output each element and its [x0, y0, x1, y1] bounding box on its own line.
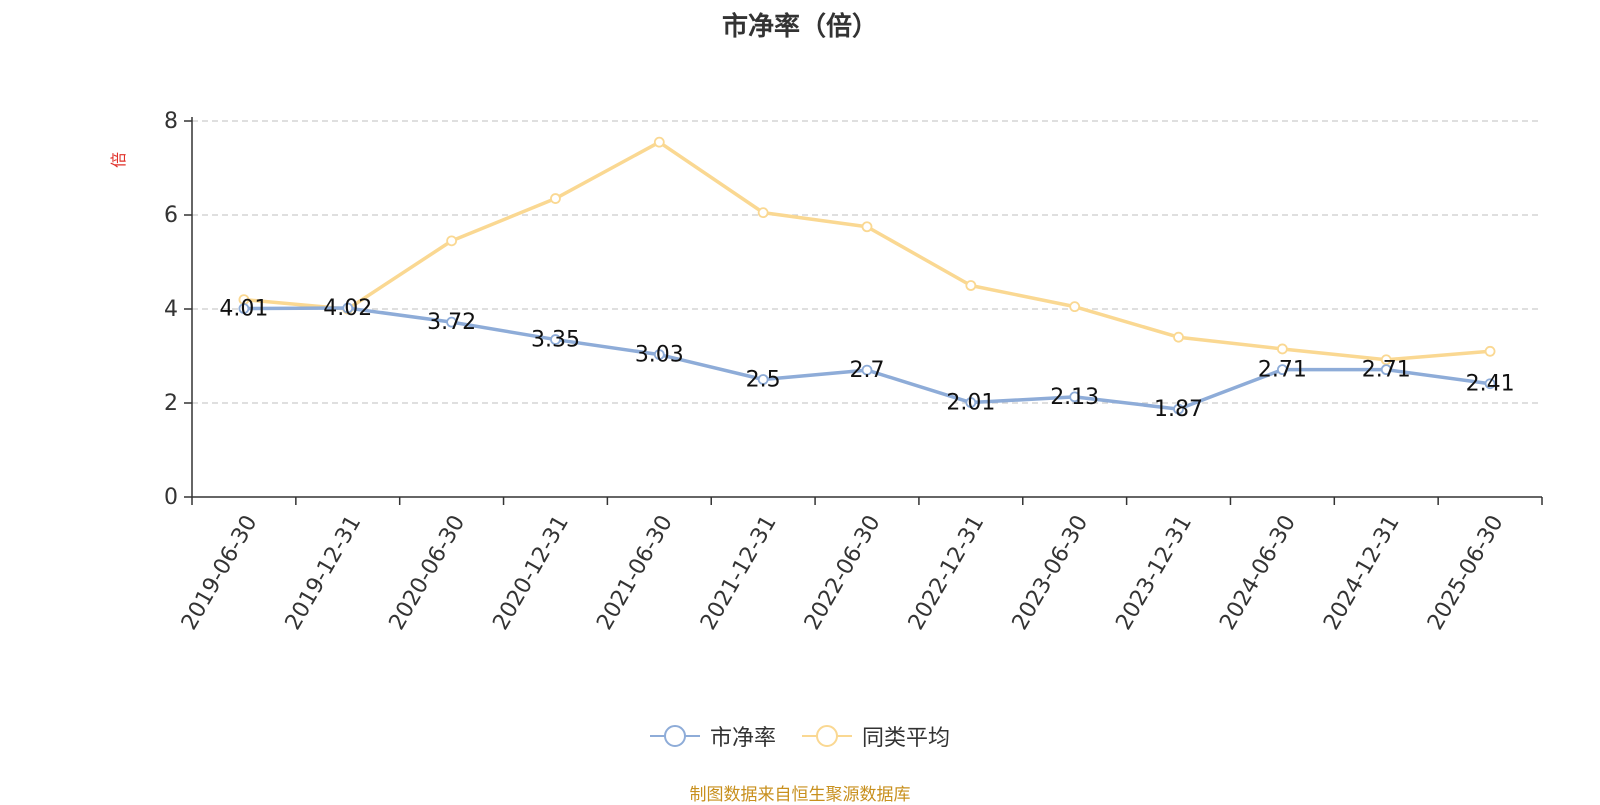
legend-label-peer-average: 同类平均	[862, 726, 951, 751]
data-point-1	[446, 235, 458, 247]
data-label: 3.03	[635, 343, 684, 368]
x-tick-label: 2025-06-30	[1423, 511, 1509, 634]
x-tick-label: 2024-06-30	[1215, 511, 1301, 634]
x-tick-label: 2020-12-31	[488, 511, 574, 634]
x-tick-label: 2022-12-31	[904, 511, 990, 634]
x-tick-label: 2021-06-30	[592, 511, 678, 634]
data-label: 2.71	[1362, 358, 1411, 383]
x-tick-label: 2019-06-30	[177, 511, 263, 634]
data-point-0	[1173, 403, 1184, 415]
data-label: 2.71	[1258, 358, 1307, 383]
data-label: 2.5	[746, 368, 781, 393]
data-label: 3.72	[427, 310, 476, 335]
data-point-1	[1276, 343, 1288, 355]
data-point-1	[861, 221, 873, 233]
data-point-0	[446, 316, 458, 328]
data-label: 4.01	[219, 297, 268, 322]
line-chart: 0 2 4 6 8 倍 2019-06-30 2019-12-31 2020-06-30 2020…	[109, 109, 1543, 634]
y-tick-label: 0	[164, 485, 178, 510]
data-point-0	[1276, 364, 1288, 376]
y-axis-label: 倍	[109, 152, 128, 168]
legend-item-peer-average[interactable]: 同类平均	[802, 720, 950, 752]
chart-title: 市净率（倍）	[721, 12, 878, 42]
data-point-0	[550, 334, 561, 345]
y-tick-label: 2	[164, 391, 178, 416]
data-label: 2.7	[850, 358, 885, 383]
legend-label-pb: 市净率	[709, 726, 776, 751]
data-label: 2.13	[1050, 385, 1099, 410]
data-point-1	[653, 136, 665, 148]
legend-line-circle-icon	[649, 725, 700, 747]
y-tick-label: 6	[164, 203, 178, 228]
x-tick-label: 2023-12-31	[1111, 511, 1197, 634]
data-point-1	[1484, 345, 1496, 357]
data-point-1	[757, 207, 769, 219]
x-tick-label: 2020-06-30	[385, 511, 471, 634]
legend-item-pb[interactable]: 市净率	[649, 720, 776, 752]
data-label: 2.01	[946, 391, 995, 416]
data-point-0	[238, 303, 250, 314]
x-tick-label: 2022-06-30	[800, 511, 886, 634]
data-point-1	[965, 280, 977, 291]
data-point-1	[550, 193, 561, 204]
x-tick-label: 2021-12-31	[696, 511, 782, 634]
legend-line-circle-icon	[802, 725, 852, 747]
data-point-0	[342, 302, 354, 314]
data-point-0	[1484, 378, 1496, 390]
y-tick-label: 4	[164, 297, 178, 322]
data-label: 1.87	[1154, 397, 1203, 422]
data-label: 3.35	[531, 328, 580, 353]
data-point-1	[1173, 331, 1184, 343]
data-point-0	[1069, 391, 1081, 403]
data-label: 4.02	[323, 296, 372, 321]
x-tick-label: 2023-06-30	[1008, 511, 1094, 634]
data-point-0	[1380, 364, 1392, 376]
data-point-1	[1069, 301, 1081, 313]
data-label: 2.41	[1466, 372, 1515, 397]
source-note: 制图数据来自恒生聚源数据库	[689, 785, 911, 805]
data-point-0	[965, 397, 977, 408]
y-tick-label: 8	[164, 109, 178, 134]
x-tick-label: 2024-12-31	[1319, 511, 1405, 634]
x-tick-label: 2019-12-31	[281, 511, 367, 634]
data-point-0	[861, 364, 873, 376]
data-point-0	[653, 349, 665, 360]
data-point-0	[757, 374, 769, 385]
legend: 市净率 同类平均	[0, 720, 1600, 752]
